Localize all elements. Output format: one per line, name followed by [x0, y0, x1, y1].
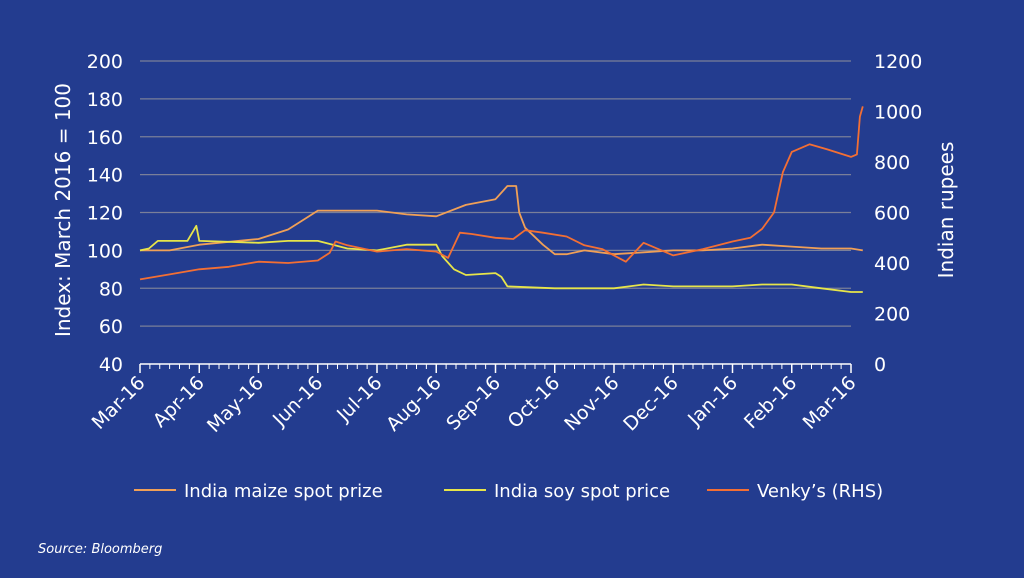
- y-left-tick-label: 160: [87, 127, 123, 149]
- y-right-tick-label: 600: [874, 203, 910, 225]
- series-line: [139, 224, 863, 293]
- x-tick-label: Dec-16: [619, 372, 683, 436]
- x-tick-label: Mar-16: [799, 372, 861, 434]
- right-tick-labels: 0 200 400 600 800 1000 1200: [874, 51, 922, 376]
- y-axis-right-title: Indian rupees: [934, 142, 958, 279]
- series-lines: [139, 106, 864, 293]
- y-right-tick-label: 400: [874, 253, 910, 275]
- x-tick-label: Apr-16: [149, 372, 209, 432]
- y-left-tick-label: 140: [87, 165, 123, 187]
- gridlines: [140, 60, 851, 327]
- legend-label: India maize spot prize: [184, 481, 383, 502]
- series-line: [140, 185, 863, 256]
- axes: [139, 363, 852, 373]
- x-tick-label: Jun-16: [268, 372, 327, 431]
- y-left-tick-label: 180: [87, 89, 123, 111]
- left-tick-labels: 40 60 80 100 120 140 160 180 200: [87, 51, 123, 376]
- y-right-tick-label: 800: [874, 152, 910, 174]
- y-right-tick-label: 200: [874, 304, 910, 326]
- y-left-tick-label: 100: [87, 240, 123, 262]
- y-left-tick-label: 200: [87, 51, 123, 73]
- y-right-tick-label: 1200: [874, 51, 922, 73]
- x-tick-label: Sep-16: [442, 372, 505, 435]
- y-left-tick-label: 120: [87, 203, 123, 225]
- y-left-tick-label: 40: [99, 354, 123, 376]
- source-note: Source: Bloomberg: [38, 542, 162, 557]
- x-tick-label: Jan-16: [683, 372, 742, 431]
- y-axis-left-title: Index: March 2016 = 100: [51, 83, 75, 337]
- legend-label: Venky’s (RHS): [757, 481, 883, 502]
- legend: India maize spot prize India soy spot pri…: [134, 481, 883, 502]
- y-left-tick-label: 80: [99, 278, 123, 300]
- x-tick-label: Feb-16: [740, 372, 801, 433]
- x-tick-label: Oct-16: [504, 372, 565, 433]
- series-line: [139, 106, 864, 281]
- legend-label: India soy spot price: [494, 481, 670, 502]
- x-tick-label: May-16: [203, 372, 268, 437]
- x-tick-label: Nov-16: [560, 372, 623, 435]
- x-tick-label: Jul-16: [332, 372, 386, 426]
- x-tick-label: Mar-16: [88, 372, 150, 434]
- y-right-tick-label: 1000: [874, 102, 922, 124]
- x-tick-label: Aug-16: [382, 372, 446, 436]
- y-right-tick-label: 0: [874, 354, 886, 376]
- y-left-tick-label: 60: [99, 316, 123, 338]
